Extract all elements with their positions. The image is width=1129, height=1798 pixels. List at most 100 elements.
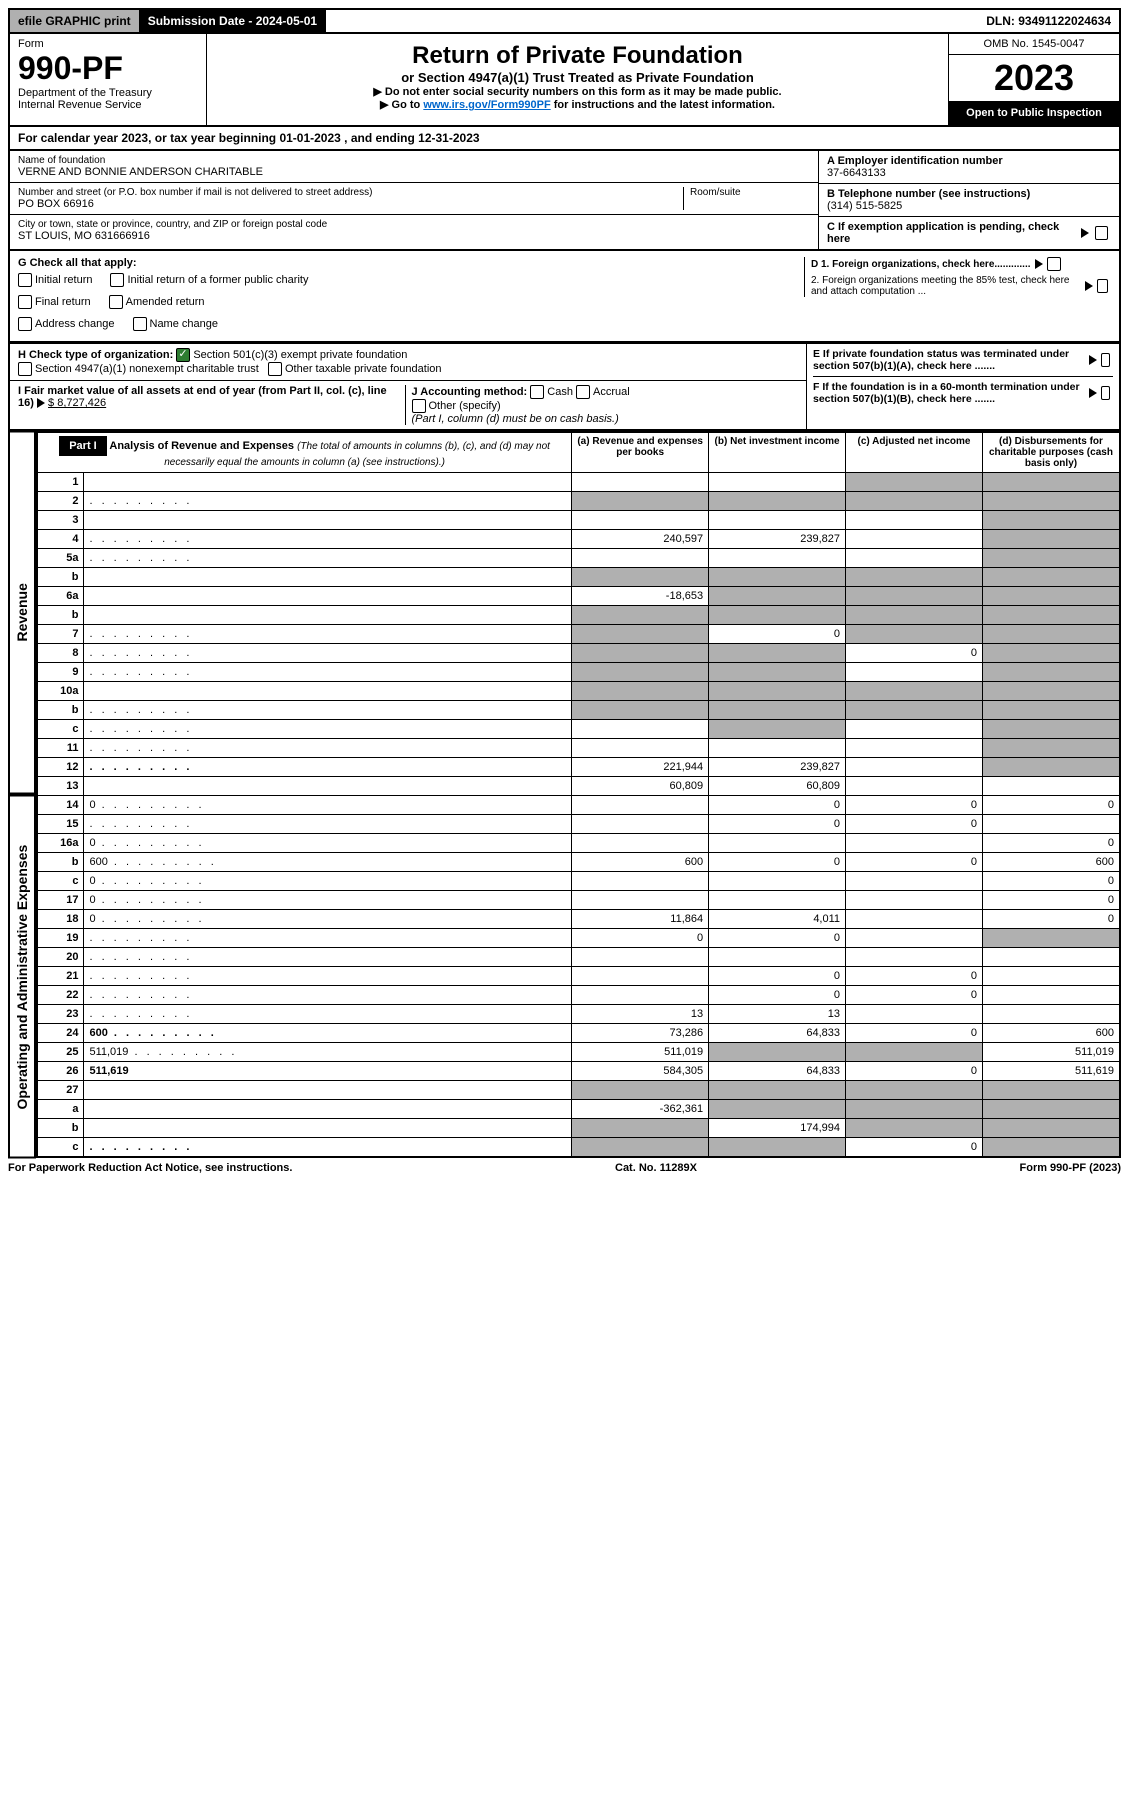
table-row: 1700 (37, 891, 1120, 910)
col-b-value: 0 (709, 796, 846, 815)
hij-section: H Check type of organization: Section 50… (8, 344, 1121, 431)
col-d-value (982, 549, 1120, 568)
line-description (84, 1081, 572, 1100)
initial-checkbox[interactable] (18, 273, 32, 287)
e-checkbox[interactable] (1101, 353, 1110, 367)
hij-left: H Check type of organization: Section 50… (10, 344, 806, 429)
line-number: 15 (37, 815, 84, 834)
j-other-checkbox[interactable] (412, 399, 426, 413)
line-description (84, 948, 572, 967)
j-cash-checkbox[interactable] (530, 385, 544, 399)
line-number: c (37, 1138, 84, 1158)
col-b-value: 0 (709, 967, 846, 986)
col-c-value: 0 (846, 796, 983, 815)
dln-number: DLN: 93491122024634 (978, 10, 1119, 32)
col-b-value: 239,827 (709, 758, 846, 777)
table-row: 1 (37, 473, 1120, 492)
line-description: 511,019 (84, 1043, 572, 1062)
table-row: 18011,8644,0110 (37, 910, 1120, 929)
col-d-head: (d) Disbursements for charitable purpose… (982, 432, 1120, 473)
form990pf-link[interactable]: www.irs.gov/Form990PF (423, 99, 550, 111)
foundation-addr: PO BOX 66916 (18, 198, 683, 210)
line-number: b (37, 606, 84, 625)
line-description (84, 606, 572, 625)
col-c-value (846, 720, 983, 739)
line-number: 23 (37, 1005, 84, 1024)
col-b-value: 13 (709, 1005, 846, 1024)
top-bar: efile GRAPHIC print Submission Date - 20… (8, 8, 1121, 34)
pending-label: C If exemption application is pending, c… (827, 221, 1075, 245)
line-description (84, 929, 572, 948)
line-number: 27 (37, 1081, 84, 1100)
col-b-value: 0 (709, 625, 846, 644)
col-b-value (709, 473, 846, 492)
line-number: c (37, 872, 84, 891)
line-number: a (37, 1100, 84, 1119)
line-number: 24 (37, 1024, 84, 1043)
h-4947-checkbox[interactable] (18, 362, 32, 376)
line-number: 21 (37, 967, 84, 986)
form-label: Form (18, 38, 198, 50)
goto-pre: ▶ Go to (380, 99, 423, 111)
table-row: 2460073,28664,8330600 (37, 1024, 1120, 1043)
amended-checkbox[interactable] (109, 295, 123, 309)
line-description (84, 587, 572, 606)
line-description: 511,619 (84, 1062, 572, 1081)
col-a-value: 240,597 (572, 530, 709, 549)
line-description: 600 (84, 853, 572, 872)
col-c-value (846, 1100, 983, 1119)
table-row: 25511,019511,019511,019 (37, 1043, 1120, 1062)
pending-checkbox[interactable] (1095, 226, 1108, 240)
col-d-value: 511,019 (982, 1043, 1120, 1062)
goto-post: for instructions and the latest informat… (551, 99, 775, 111)
analysis-table: Part I Analysis of Revenue and Expenses … (36, 431, 1121, 1158)
col-d-value (982, 663, 1120, 682)
name-change-checkbox[interactable] (133, 317, 147, 331)
col-a-value: 73,286 (572, 1024, 709, 1043)
col-d-value: 0 (982, 834, 1120, 853)
d1-checkbox[interactable] (1047, 257, 1061, 271)
col-d-value: 600 (982, 853, 1120, 872)
addr-change-checkbox[interactable] (18, 317, 32, 331)
col-d-value (982, 511, 1120, 530)
col-a-value (572, 1138, 709, 1158)
line-description (84, 967, 572, 986)
col-c-value (846, 511, 983, 530)
j-other-label: Other (specify) (429, 400, 501, 412)
col-a-value (572, 720, 709, 739)
line-number: 6a (37, 587, 84, 606)
col-d-value (982, 1081, 1120, 1100)
col-d-value (982, 530, 1120, 549)
line-description (84, 701, 572, 720)
h-other-checkbox[interactable] (268, 362, 282, 376)
line-number: c (37, 720, 84, 739)
line-description (84, 625, 572, 644)
table-row: c0 (37, 1138, 1120, 1158)
ein-cell: A Employer identification number 37-6643… (819, 151, 1119, 184)
col-b-value: 0 (709, 929, 846, 948)
line-description: 0 (84, 891, 572, 910)
efile-print-button[interactable]: efile GRAPHIC print (10, 10, 140, 32)
col-d-value: 0 (982, 872, 1120, 891)
col-b-value: 174,994 (709, 1119, 846, 1138)
j-accrual-checkbox[interactable] (576, 385, 590, 399)
tax-year: 2023 (949, 55, 1119, 101)
col-b-value: 4,011 (709, 910, 846, 929)
col-b-value (709, 682, 846, 701)
table-row: 1900 (37, 929, 1120, 948)
col-d-value (982, 777, 1120, 796)
final-checkbox[interactable] (18, 295, 32, 309)
line-description (84, 720, 572, 739)
f-checkbox[interactable] (1101, 386, 1110, 400)
line-number: 18 (37, 910, 84, 929)
table-row: 2200 (37, 986, 1120, 1005)
initial-former-checkbox[interactable] (110, 273, 124, 287)
foundation-info: Name of foundation VERNE AND BONNIE ANDE… (8, 151, 1121, 251)
d2-checkbox[interactable] (1097, 279, 1108, 293)
info-left: Name of foundation VERNE AND BONNIE ANDE… (10, 151, 818, 249)
line-number: 11 (37, 739, 84, 758)
line-number: 1 (37, 473, 84, 492)
line-number: 8 (37, 644, 84, 663)
h-501c3-checkbox[interactable] (176, 348, 190, 362)
line-description (84, 815, 572, 834)
